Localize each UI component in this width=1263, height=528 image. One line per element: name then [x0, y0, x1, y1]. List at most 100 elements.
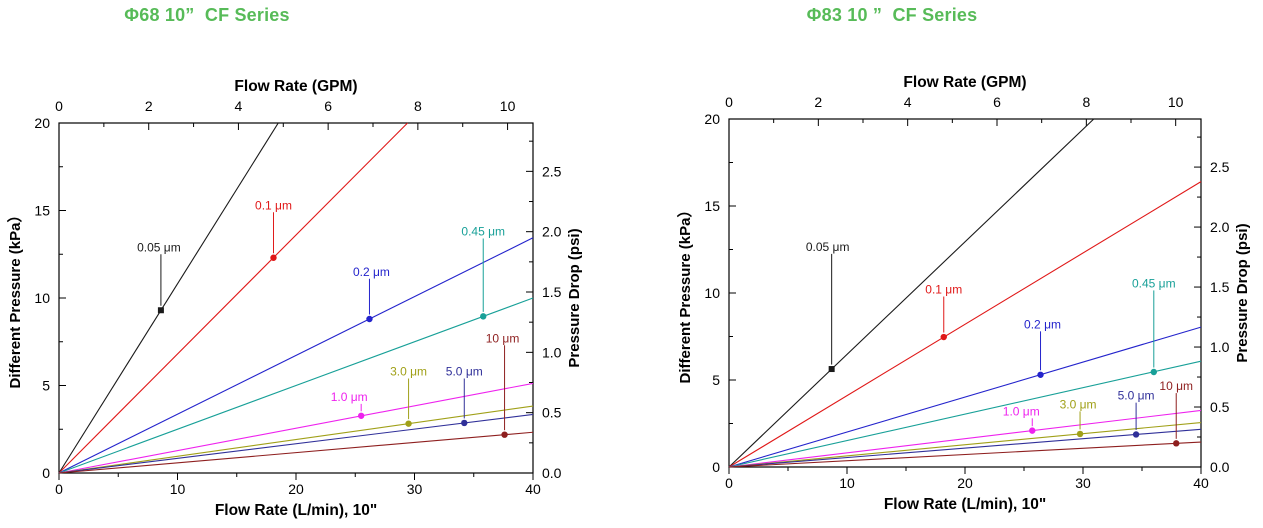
tick-label-top: 2 [814, 94, 822, 110]
tick-label-top: 10 [500, 98, 516, 114]
tick-label-left: 5 [712, 372, 720, 388]
tick-label-right: 2.0 [542, 224, 562, 240]
tick-label-right: 0.0 [1210, 459, 1230, 475]
tick-label-top: 10 [1168, 94, 1184, 110]
series-line-10μm [728, 441, 1202, 468]
annotation-label-0.2μm: 0.2 μm [353, 265, 390, 279]
annotation-label-3.0μm: 3.0 μm [390, 365, 427, 379]
series-line-3.0μm [728, 421, 1202, 468]
axis-label-bottom: Flow Rate (L/min), 10" [884, 496, 1046, 513]
tick-label-left: 0 [712, 459, 720, 475]
tick-label-right: 0.0 [542, 465, 562, 481]
axis-label-top: Flow Rate (GPM) [234, 78, 357, 95]
tick-label-left: 5 [42, 378, 50, 394]
tick-label-right: 1.5 [542, 284, 562, 300]
tick-label-bottom: 40 [1193, 475, 1209, 491]
axis-label-top: Flow Rate (GPM) [903, 74, 1026, 91]
series-line-10μm [58, 431, 534, 474]
axis-label-right: Pressure Drop (psi) [1234, 223, 1251, 362]
annotation-label-3.0μm: 3.0 μm [1060, 397, 1097, 411]
tick-label-right: 0.5 [1210, 399, 1230, 415]
series-line-0.45μm [728, 360, 1202, 468]
marker-0.2μm [366, 315, 373, 323]
tick-label-bottom: 0 [55, 481, 63, 497]
marker-0.05μm [157, 307, 164, 314]
plot-frame [728, 118, 1202, 468]
tick-label-bottom: 20 [957, 475, 973, 491]
axis-label-left: Different Pressure (kPa） [6, 208, 24, 389]
chart-canvas-phi68: 0 10 20 30 40 Flow Rate (L/min), 10" 0 2 4 6 8 10 Fl… [6, 78, 583, 519]
annotation-label-10μm: 10 μm [1159, 379, 1193, 393]
series-line-0.2μm [58, 237, 534, 474]
marker-10μm [1173, 440, 1180, 447]
series-line-0.45μm [58, 297, 534, 474]
tick-label-bottom: 30 [407, 481, 423, 497]
annotation-label-0.45μm: 0.45 μm [1132, 276, 1176, 290]
tick-label-right: 1.0 [1210, 339, 1230, 355]
series-line-0.05μm [58, 122, 279, 474]
tick-label-left: 10 [34, 290, 50, 306]
marker-0.45μm [1150, 368, 1158, 376]
axis-label-left: Different Pressure (kPa） [676, 203, 694, 384]
marker-1.0μm [1029, 427, 1036, 434]
plot-frame [58, 122, 534, 474]
tick-label-top: 8 [1082, 94, 1090, 110]
tick-label-left: 15 [34, 203, 50, 219]
annotation-label-0.2μm: 0.2 μm [1024, 317, 1061, 331]
marker-0.2μm [1037, 371, 1044, 378]
tick-label-left: 0 [42, 465, 50, 481]
tick-label-top: 6 [993, 94, 1001, 110]
series-line-5.0μm [728, 428, 1202, 468]
series-line-3.0μm [58, 405, 534, 474]
marker-0.45μm [480, 313, 487, 320]
tick-label-top: 8 [414, 98, 422, 114]
series-line-1.0μm [58, 382, 534, 474]
marker-5.0μm [461, 419, 468, 427]
tick-label-top: 4 [904, 94, 912, 110]
tick-label-right: 1.0 [542, 344, 562, 360]
series-line-0.2μm [728, 326, 1202, 468]
tick-label-top: 4 [235, 98, 243, 114]
annotation-label-0.1μm: 0.1 μm [925, 283, 962, 297]
axis-label-right: Pressure Drop (psi) [566, 228, 583, 367]
annotation-label-5.0μm: 5.0 μm [1118, 389, 1155, 403]
tick-label-right: 1.5 [1210, 279, 1230, 295]
annotation-label-0.05μm: 0.05 μm [137, 240, 181, 254]
marker-3.0μm [405, 420, 412, 427]
tick-label-top: 2 [145, 98, 153, 114]
series-line-0.1μm [728, 181, 1202, 468]
tick-label-right: 2.5 [542, 163, 562, 179]
marker-0.1μm [940, 333, 947, 341]
tick-label-top: 0 [725, 94, 733, 110]
series-line-1.0μm [728, 409, 1202, 468]
chart-canvas-phi83: 0 10 20 30 40 Flow Rate (L/min), 10" 0 2 4 6 8 10 Fl… [676, 74, 1251, 513]
chart-title-phi68: Φ68 10” CF Series [124, 5, 290, 25]
tick-label-right: 0.5 [542, 405, 562, 421]
series-line-0.1μm [58, 122, 408, 474]
annotation-label-0.05μm: 0.05 μm [806, 240, 850, 254]
marker-0.05μm [828, 366, 835, 373]
marker-10μm [501, 431, 508, 438]
tick-label-top: 6 [324, 98, 332, 114]
tick-label-right: 2.0 [1210, 219, 1230, 235]
chart-title-phi83: Φ83 10 ” CF Series [806, 5, 978, 25]
axis-label-bottom: Flow Rate (L/min), 10" [215, 502, 377, 519]
tick-label-bottom: 20 [288, 481, 304, 497]
tick-label-left: 20 [34, 115, 50, 131]
tick-label-bottom: 0 [725, 475, 733, 491]
annotation-label-1.0μm: 1.0 μm [331, 390, 368, 404]
series-line-0.05μm [728, 118, 1095, 468]
tick-label-bottom: 10 [839, 475, 855, 491]
annotation-label-1.0μm: 1.0 μm [1003, 404, 1040, 418]
marker-1.0μm [357, 412, 365, 419]
tick-label-left: 20 [704, 111, 720, 127]
tick-label-bottom: 10 [170, 481, 186, 497]
marker-5.0μm [1132, 431, 1140, 438]
annotation-label-10μm: 10 μm [486, 331, 520, 345]
marker-3.0μm [1076, 430, 1084, 438]
marker-0.1μm [270, 254, 277, 261]
tick-label-bottom: 30 [1075, 475, 1091, 491]
tick-label-left: 15 [704, 198, 720, 214]
tick-label-bottom: 40 [525, 481, 541, 497]
